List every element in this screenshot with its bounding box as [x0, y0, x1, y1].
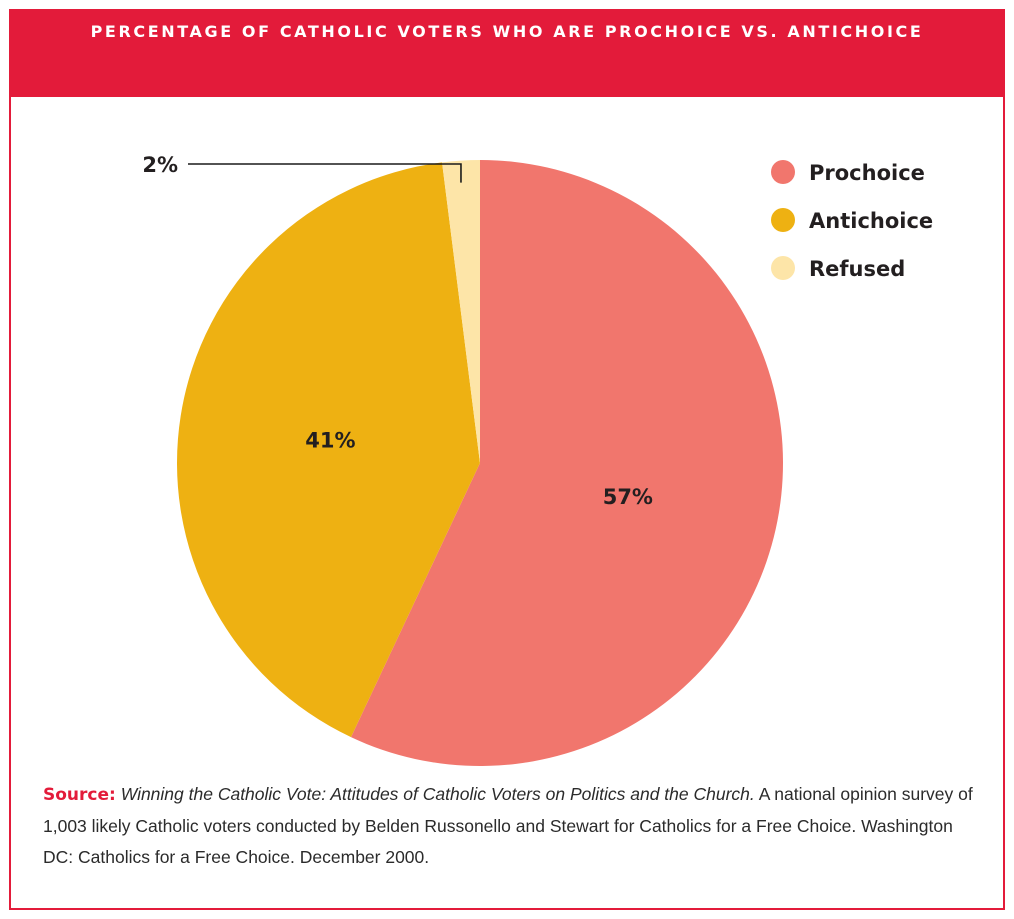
pie-chart: 57% 41% 2% Prochoice Antichoice Refused — [142, 153, 933, 766]
pie-slice-antichoice — [176, 162, 480, 738]
legend-swatch-antichoice — [771, 208, 795, 232]
slice-label-prochoice: 57% — [603, 485, 653, 509]
small-slice-callout — [188, 163, 462, 183]
legend: Prochoice Antichoice Refused — [771, 160, 933, 281]
slice-label-antichoice: 41% — [305, 428, 355, 452]
legend-label-antichoice: Antichoice — [809, 209, 933, 233]
pie-slices — [176, 160, 783, 766]
chart-title: PERCENTAGE OF CATHOLIC VOTERS WHO ARE PR… — [90, 22, 924, 41]
source-title: Winning the Catholic Vote: Attitudes of … — [120, 784, 755, 804]
slice-labels: 57% 41% 2% — [142, 153, 653, 509]
callout-line — [188, 163, 462, 183]
pie-slice-prochoice — [350, 160, 783, 766]
legend-label-refused: Refused — [809, 257, 905, 281]
pie-slice-refused — [442, 160, 480, 463]
source-text: A national opinion survey of 1,003 likel… — [43, 784, 973, 867]
chart-frame: PERCENTAGE OF CATHOLIC VOTERS WHO ARE PR… — [9, 9, 1005, 910]
legend-swatch-prochoice — [771, 160, 795, 184]
title-banner: PERCENTAGE OF CATHOLIC VOTERS WHO ARE PR… — [11, 11, 1003, 97]
source-label: Source: — [43, 785, 116, 805]
slice-label-refused: 2% — [142, 153, 178, 177]
legend-swatch-refused — [771, 256, 795, 280]
source-note: Source: Winning the Catholic Vote: Attit… — [43, 779, 978, 873]
legend-label-prochoice: Prochoice — [809, 161, 925, 185]
